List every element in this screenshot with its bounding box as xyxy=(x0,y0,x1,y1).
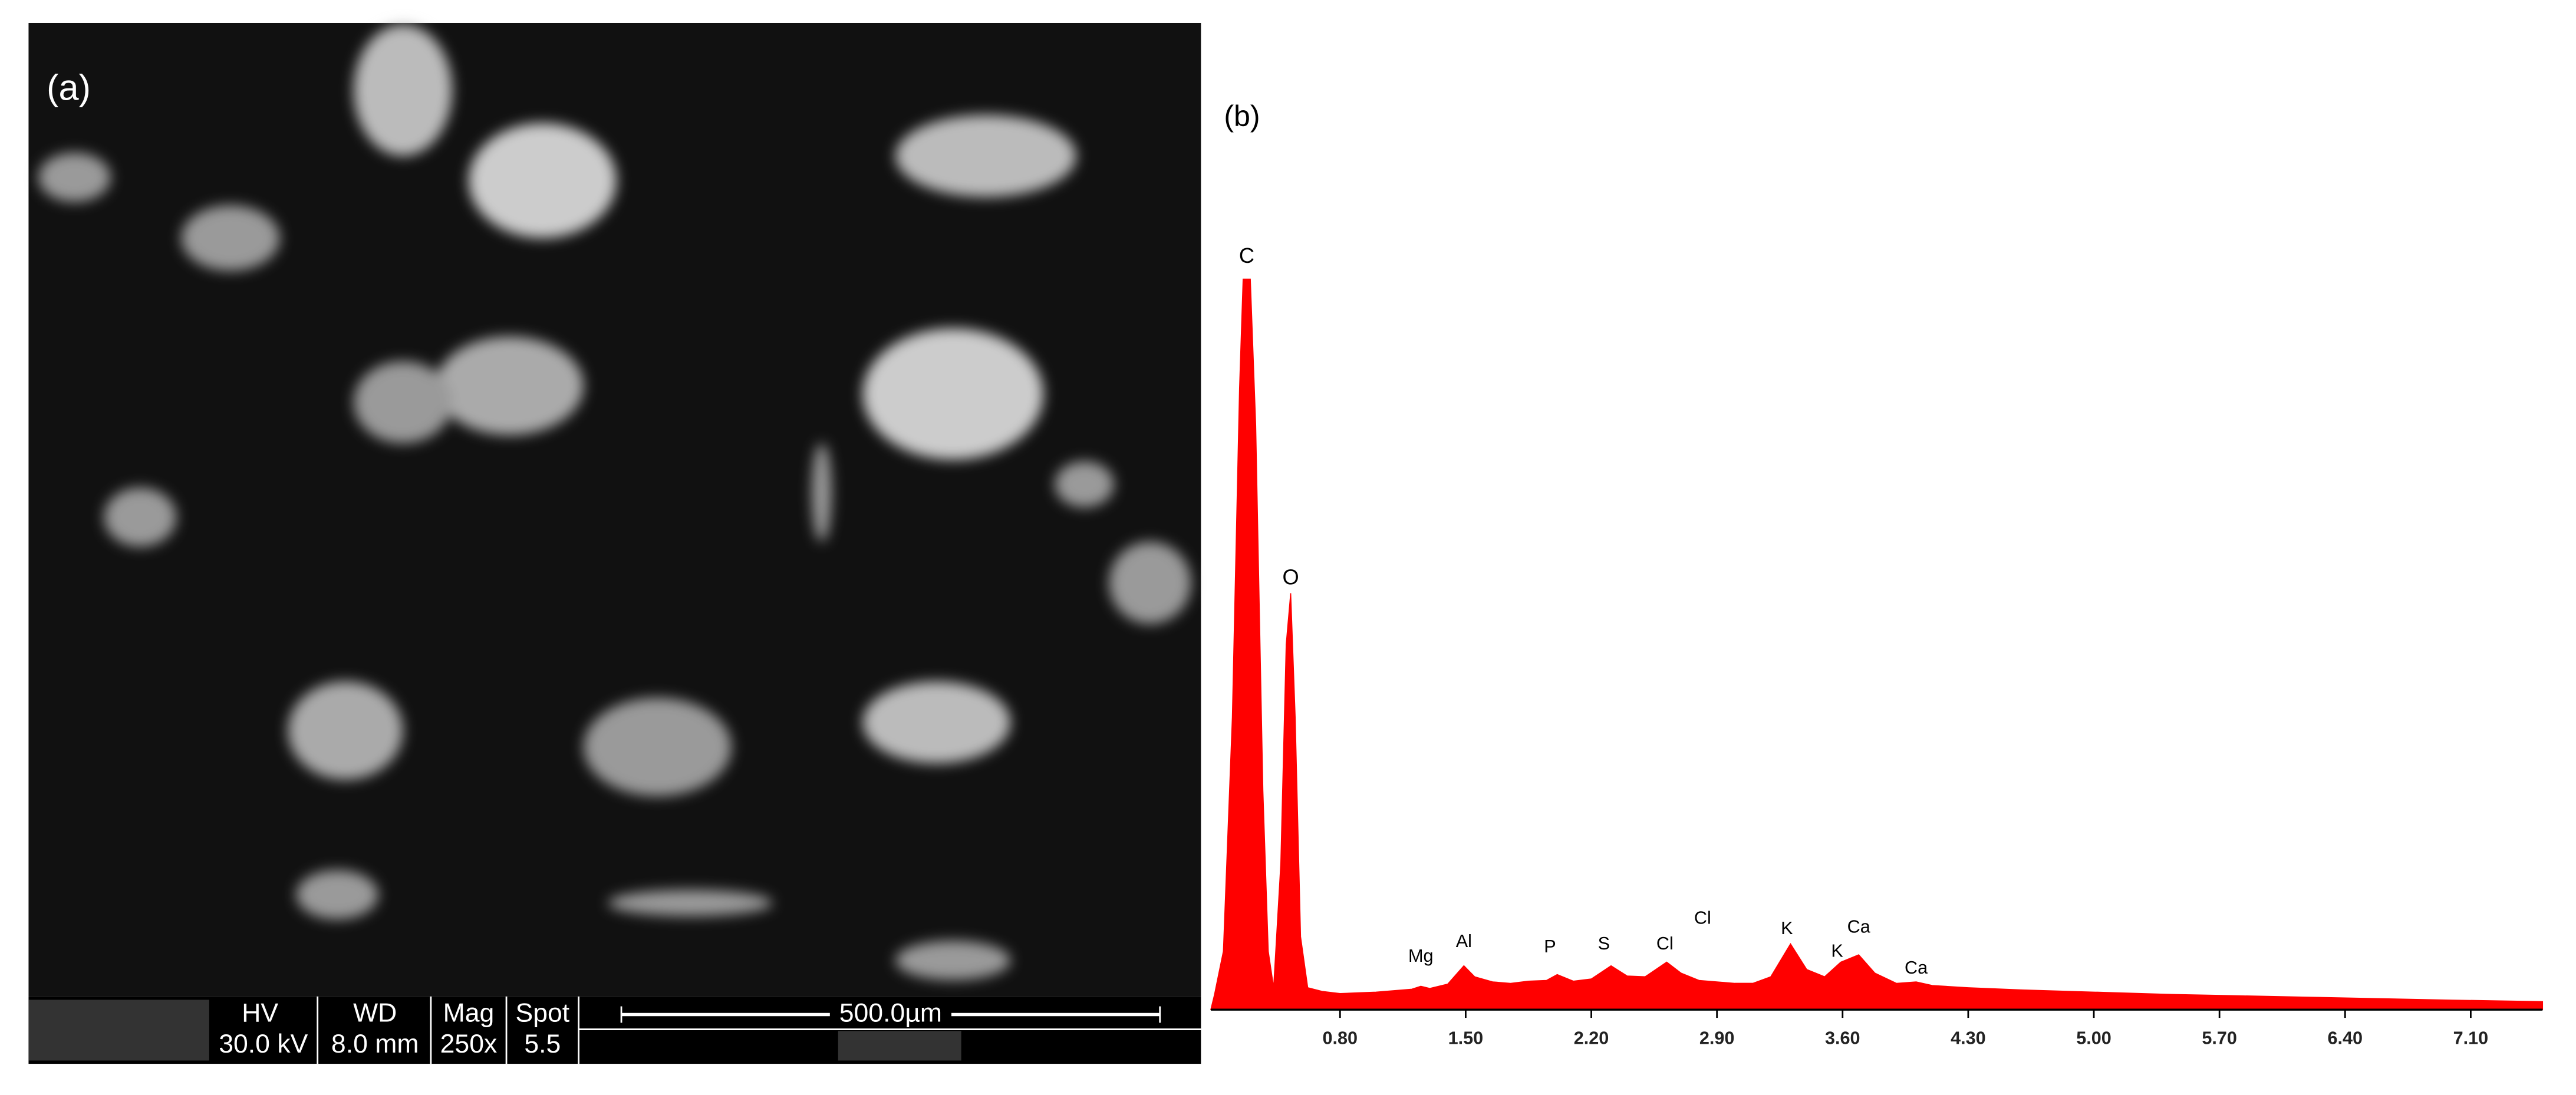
x-tick-label: 2.90 xyxy=(1699,1028,1735,1048)
x-tick-label: 2.20 xyxy=(1574,1028,1609,1048)
scale-bar-label: 500.0µm xyxy=(839,998,942,1027)
databar-header: WD xyxy=(353,998,397,1027)
peak-label: C xyxy=(1239,243,1254,268)
peak-label: P xyxy=(1544,936,1556,957)
x-tick-label: 5.70 xyxy=(2202,1028,2237,1048)
peak-label: Cl xyxy=(1694,908,1711,928)
databar-value: 5.5 xyxy=(524,1030,561,1058)
databar-header: Spot xyxy=(516,998,570,1027)
spectrum-chart: 0.80 1.50 2.20 2.90 3.60 4.30 5.00 5.70 6.40 7.10… xyxy=(1210,243,2544,1048)
peak-label: S xyxy=(1598,934,1610,954)
databar-block xyxy=(28,1000,209,1061)
particles xyxy=(38,24,1191,981)
databar-header: HV xyxy=(242,998,278,1027)
peak-label: Al xyxy=(1456,931,1472,951)
spectrum-area xyxy=(1210,278,2544,1010)
x-tick-label: 0.80 xyxy=(1322,1028,1358,1048)
panel-label: (b) xyxy=(1224,100,1260,133)
peak-label: O xyxy=(1282,565,1299,589)
peak-label: Cl xyxy=(1656,934,1674,954)
peak-label: Mg xyxy=(1408,946,1434,966)
peak-label: Ca xyxy=(1847,916,1871,936)
peak-label: Ca xyxy=(1905,958,1928,978)
databar-value: 30.0 kV xyxy=(219,1030,308,1058)
panel-label: (a) xyxy=(47,67,91,107)
sem-image: (a) xyxy=(28,22,1201,997)
databar-block xyxy=(838,1031,961,1061)
peak-label: K xyxy=(1781,918,1793,938)
databar-value: 250x xyxy=(440,1030,498,1058)
x-tick-label: 1.50 xyxy=(1448,1028,1484,1048)
databar-header: Mag xyxy=(443,998,495,1027)
x-tick-label: 5.00 xyxy=(2076,1028,2111,1048)
x-tick-label: 6.40 xyxy=(2327,1028,2363,1048)
x-tick-label: 4.30 xyxy=(1951,1028,1986,1048)
databar-value: 8.0 mm xyxy=(331,1030,419,1058)
x-tick-label: 3.60 xyxy=(1825,1028,1860,1048)
peak-label: K xyxy=(1831,941,1843,961)
x-tick-label: 7.10 xyxy=(2453,1028,2489,1048)
databar: HV WD Mag Spot 30.0 kV 8.0 mm 250x 5.5 5… xyxy=(28,996,1201,1064)
